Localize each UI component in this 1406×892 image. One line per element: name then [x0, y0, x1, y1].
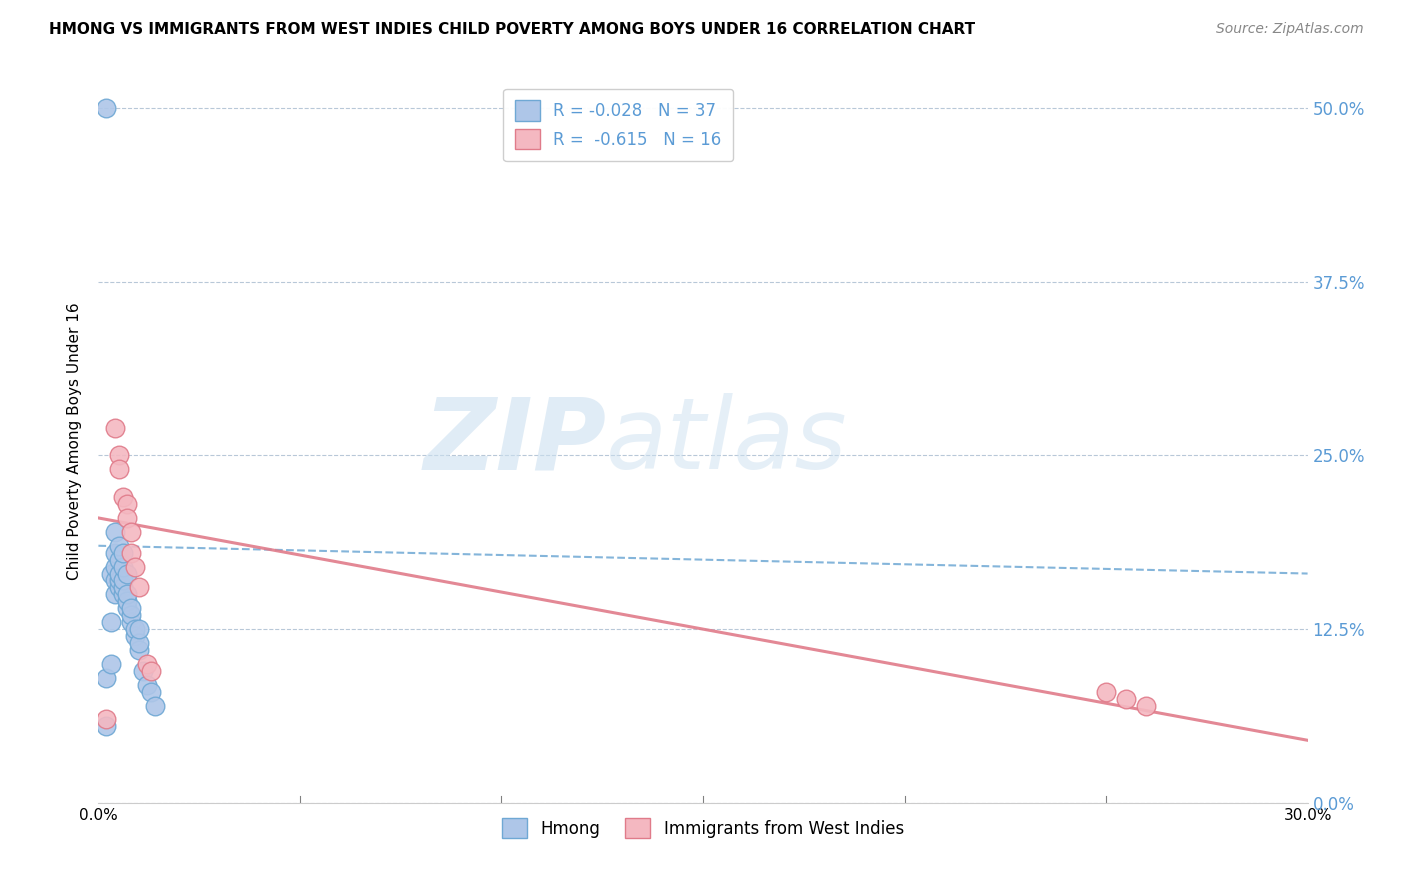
Point [143, 698, 166, 713]
Point [1135, 698, 1157, 713]
Point [120, 524, 142, 539]
Point [103, 546, 125, 560]
Point [115, 587, 138, 601]
Point [96, 719, 118, 733]
Point [103, 574, 125, 588]
Point [120, 546, 142, 560]
Point [128, 622, 150, 636]
Point [111, 581, 134, 595]
Point [103, 524, 125, 539]
Point [132, 664, 155, 678]
Point [111, 559, 134, 574]
Text: HMONG VS IMMIGRANTS FROM WEST INDIES CHILD POVERTY AMONG BOYS UNDER 16 CORRELATI: HMONG VS IMMIGRANTS FROM WEST INDIES CHI… [49, 22, 976, 37]
Point [115, 601, 138, 615]
Point [1115, 691, 1137, 706]
Point [107, 574, 129, 588]
Point [107, 539, 129, 553]
Point [128, 581, 150, 595]
Point [103, 587, 125, 601]
Point [120, 608, 142, 623]
Point [135, 678, 157, 692]
Point [96, 101, 118, 115]
Y-axis label: Child Poverty Among Boys Under 16: Child Poverty Among Boys Under 16 [67, 302, 83, 581]
Point [107, 581, 129, 595]
Point [100, 657, 122, 671]
Point [107, 462, 129, 476]
Point [115, 511, 138, 525]
Point [135, 657, 157, 671]
Point [124, 629, 146, 643]
Point [124, 622, 146, 636]
Point [100, 615, 122, 630]
Point [111, 574, 134, 588]
Point [111, 587, 134, 601]
Point [124, 559, 146, 574]
Point [107, 552, 129, 566]
Point [120, 601, 142, 615]
Text: Source: ZipAtlas.com: Source: ZipAtlas.com [1216, 22, 1364, 37]
Point [1095, 684, 1118, 698]
Point [139, 684, 162, 698]
Text: ZIP: ZIP [423, 393, 606, 490]
Point [139, 664, 162, 678]
Point [96, 671, 118, 685]
Point [111, 490, 134, 504]
Point [115, 497, 138, 511]
Point [111, 546, 134, 560]
Point [103, 420, 125, 434]
Point [100, 566, 122, 581]
Legend: Hmong, Immigrants from West Indies: Hmong, Immigrants from West Indies [495, 812, 911, 845]
Point [128, 636, 150, 650]
Point [115, 566, 138, 581]
Point [128, 643, 150, 657]
Point [103, 559, 125, 574]
Point [120, 615, 142, 630]
Point [107, 449, 129, 463]
Point [115, 594, 138, 608]
Point [96, 713, 118, 727]
Point [107, 566, 129, 581]
Text: atlas: atlas [606, 393, 848, 490]
